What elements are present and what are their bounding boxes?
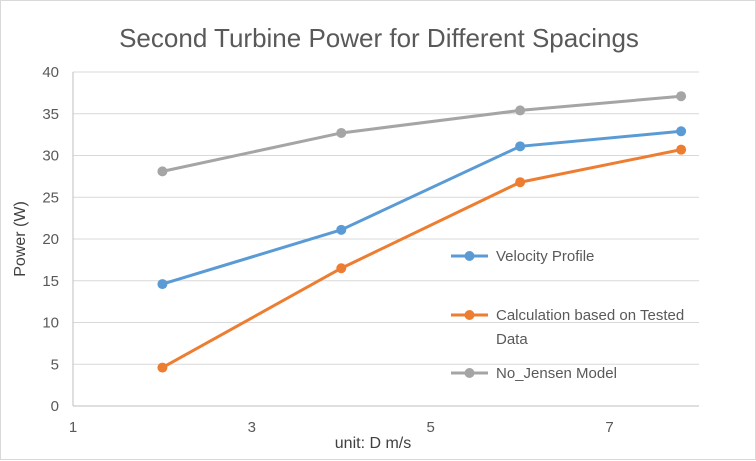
data-point [676,126,687,137]
series-1 [157,144,687,373]
legend-entry-1: Calculation based on Tested Data [451,307,684,348]
data-point [336,224,347,235]
data-point [515,177,526,188]
series-line [162,94,682,173]
y-tick-label: 5 [51,356,59,373]
series-2 [157,91,687,177]
y-tick-label: 0 [51,398,59,415]
data-point [157,279,168,290]
legend: Velocity Profile Calculation based on Tes… [451,248,684,382]
x-tick-label: 3 [248,419,256,436]
legend-entry-2: No_Jensen Model [451,365,617,382]
y-tick-label: 20 [42,231,59,248]
series-layer [157,91,687,373]
y-axis-ticks: 0 5 10 15 20 25 30 35 40 [42,64,59,415]
legend-swatch-marker [464,251,475,261]
x-tick-label: 1 [69,419,77,436]
data-point [676,91,687,102]
data-point [157,362,168,373]
legend-entry-0: Velocity Profile [451,248,594,265]
y-tick-label: 35 [42,106,59,123]
x-axis-label: unit: D m/s [335,435,411,452]
legend-label: Velocity Profile [496,248,594,265]
y-axis-label: Power (W) [12,201,29,277]
legend-label: Calculation based on Tested [496,307,684,324]
series-line [161,129,682,286]
series-line [161,148,682,369]
legend-swatch-marker [464,310,475,320]
data-point [676,144,687,155]
x-tick-label: 7 [605,419,613,436]
chart-title: Second Turbine Power for Different Spaci… [119,23,639,53]
y-tick-label: 40 [42,64,59,81]
y-tick-label: 25 [42,189,59,206]
y-tick-label: 15 [42,273,59,290]
y-tick-label: 30 [42,148,59,165]
gridlines [72,71,699,407]
x-axis-ticks: 1 3 5 7 [69,419,614,436]
data-point [336,263,347,274]
data-point [515,105,526,116]
legend-swatch-marker [464,368,475,378]
data-point [336,127,347,138]
legend-label: No_Jensen Model [496,365,617,382]
x-tick-label: 5 [427,419,435,436]
y-tick-label: 10 [42,315,59,332]
legend-label: Data [496,331,528,348]
data-point [515,141,526,152]
series-0 [157,126,687,290]
data-point [157,166,168,177]
